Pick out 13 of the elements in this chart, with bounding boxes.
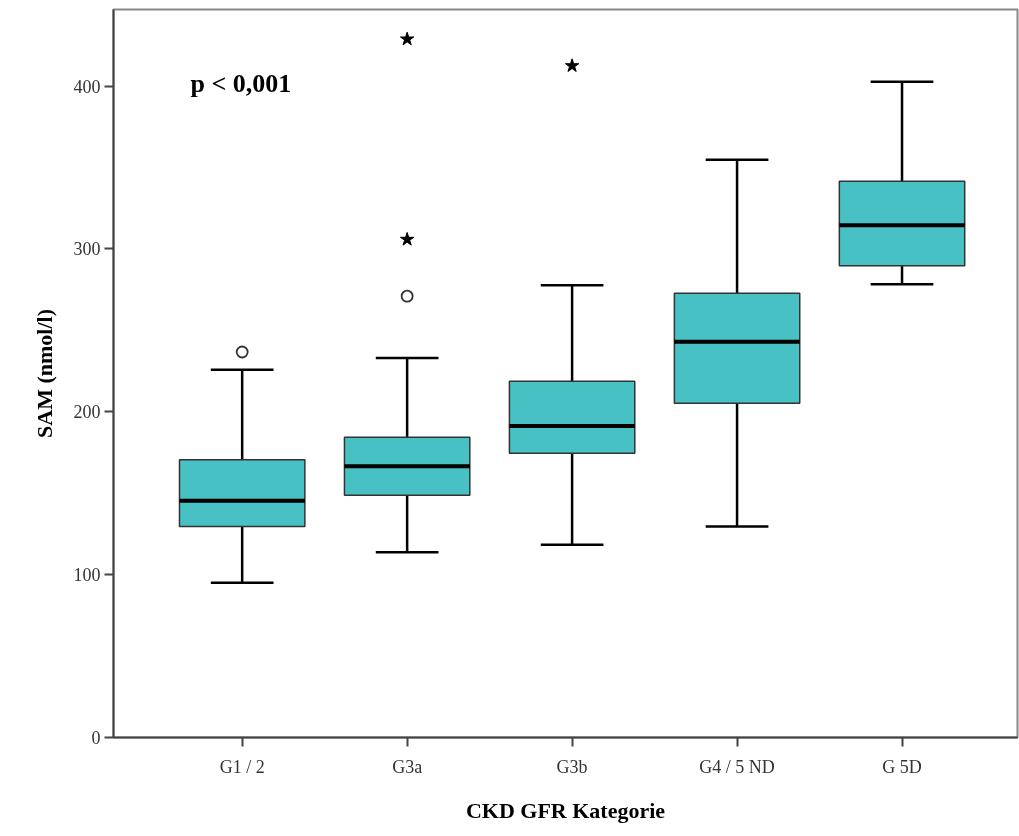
y-tick-label: 100	[73, 565, 101, 586]
y-tick-label: 300	[73, 239, 101, 260]
x-tick-label: G3a	[392, 756, 423, 777]
x-tick-label: G 5D	[882, 756, 922, 777]
y-tick-label: 400	[73, 76, 101, 97]
x-tick-label: G3b	[556, 756, 588, 777]
y-axis-title: SAM (nmol/l)	[31, 309, 57, 438]
y-tick-label: 200	[73, 402, 101, 423]
x-tick-label: G4 / 5 ND	[699, 756, 775, 777]
y-tick-label: 0	[91, 728, 101, 748]
x-axis-title: CKD GFR Kategorie	[465, 797, 666, 823]
annotation: p < 0,001	[190, 68, 292, 98]
x-tick-label: G1 / 2	[219, 756, 265, 777]
